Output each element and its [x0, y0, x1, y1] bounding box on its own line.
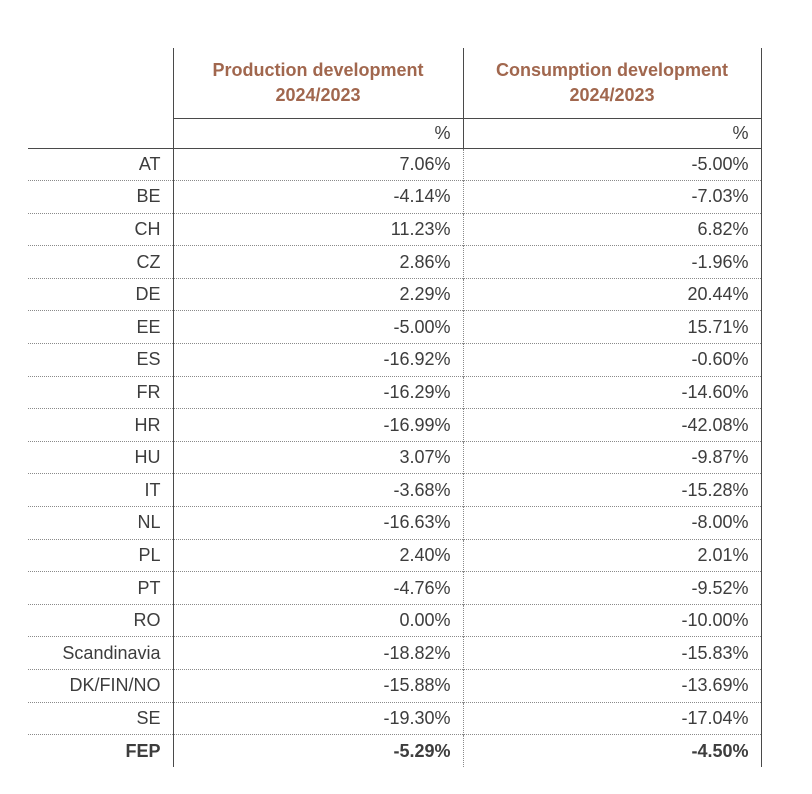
production-value: -16.92% — [172, 343, 463, 377]
row-label: AT — [138, 153, 161, 174]
row-label: HU — [28, 440, 173, 474]
unit-label-spacer — [28, 118, 173, 149]
table-row: PL 2.40% 2.01% — [28, 538, 762, 572]
table-row: FEP -5.29% -4.50% — [28, 734, 762, 768]
row-label: RO — [28, 603, 173, 637]
table-row: RO 0.00% -10.00% — [28, 603, 762, 637]
row-label: IT — [28, 473, 173, 507]
table-row: NL -16.63% -8.00% — [28, 506, 762, 540]
consumption-value: -15.28% — [462, 473, 762, 507]
development-table: Production development 2024/2023 Consump… — [28, 48, 762, 768]
consumption-value: -9.52% — [462, 571, 762, 605]
table-row: SE -19.30% -17.04% — [28, 701, 762, 735]
production-value: -15.88% — [172, 669, 463, 703]
consumption-value: -7.03% — [462, 180, 762, 214]
row-label: DE — [28, 277, 173, 311]
consumption-value: 15.71% — [462, 310, 762, 344]
row-label: CZ — [28, 245, 173, 279]
row-label: PT — [28, 571, 173, 605]
table-row: HU 3.07% -9.87% — [28, 440, 762, 474]
table-row: ES -16.92% -0.60% — [28, 343, 762, 377]
row-label: ES — [28, 343, 173, 377]
consumption-value: -10.00% — [462, 603, 762, 637]
row-label: FEP — [28, 734, 173, 768]
production-value: -16.29% — [172, 375, 463, 409]
row-label: BE — [28, 180, 173, 214]
table-row: CZ 2.86% -1.96% — [28, 245, 762, 279]
consumption-value: -13.69% — [462, 669, 762, 703]
production-value: 0.00% — [172, 603, 463, 637]
production-value: 2.86% — [172, 245, 463, 279]
table-row: CH 11.23% 6.82% — [28, 212, 762, 246]
production-value: -5.29% — [172, 734, 463, 768]
consumption-value: -42.08% — [462, 408, 762, 442]
table-row: HR -16.99% -42.08% — [28, 408, 762, 442]
row-label: NL — [28, 506, 173, 540]
table-row: IT -3.68% -15.28% — [28, 473, 762, 507]
production-unit-label: % — [172, 118, 463, 149]
production-value: -16.63% — [172, 506, 463, 540]
consumption-value: 20.44% — [462, 277, 762, 311]
production-value: -19.30% — [172, 701, 463, 735]
row-label: FR — [28, 375, 173, 409]
table-row: Scandinavia -18.82% -15.83% — [28, 636, 762, 670]
production-value: -16.99% — [172, 408, 463, 442]
consumption-value: -1.96% — [462, 245, 762, 279]
row-label: HR — [28, 408, 173, 442]
consumption-value: 2.01% — [462, 538, 762, 572]
consumption-value: -14.60% — [462, 375, 762, 409]
table-row: FR -16.29% -14.60% — [28, 375, 762, 409]
row-label: EE — [28, 310, 173, 344]
consumption-value: -9.87% — [462, 440, 762, 474]
table-row: DE 2.29% 20.44% — [28, 277, 762, 311]
consumption-value: -4.50% — [462, 734, 762, 768]
production-value: 2.29% — [172, 277, 463, 311]
table-header: Production development 2024/2023 Consump… — [28, 48, 762, 149]
consumption-value: -17.04% — [462, 701, 762, 735]
table-row: AT 7.06% -5.00% — [28, 148, 762, 181]
row-label: DK/FIN/NO — [28, 669, 173, 703]
production-value: -4.76% — [172, 571, 463, 605]
row-label: SE — [28, 701, 173, 735]
table-body: AT 7.06% -5.00% BE -4.14% -7.03% CH 11.23% 6.82%… — [28, 148, 762, 768]
consumption-value: 6.82% — [462, 212, 762, 246]
table-row: DK/FIN/NO -15.88% -13.69% — [28, 669, 762, 703]
consumption-value: -8.00% — [462, 506, 762, 540]
production-value: 2.40% — [172, 538, 463, 572]
production-value: -3.68% — [172, 473, 463, 507]
row-label: PL — [28, 538, 173, 572]
consumption-value: -0.60% — [462, 343, 762, 377]
row-label: CH — [28, 212, 173, 246]
production-value: -5.00% — [172, 310, 463, 344]
consumption-value: -15.83% — [462, 636, 762, 670]
production-development-header: Production development 2024/2023 — [172, 48, 463, 119]
table-row: PT -4.76% -9.52% — [28, 571, 762, 605]
header-label-spacer — [28, 48, 173, 118]
table-row: BE -4.14% -7.03% — [28, 180, 762, 214]
production-value: 11.23% — [172, 212, 463, 246]
row-label: Scandinavia — [28, 636, 173, 670]
unit-row: % % — [28, 118, 762, 149]
production-value: 7.06% — [172, 148, 463, 181]
production-value: 3.07% — [172, 440, 463, 474]
table-row: EE -5.00% 15.71% — [28, 310, 762, 344]
consumption-unit-label: % — [462, 118, 762, 149]
production-value: -18.82% — [172, 636, 463, 670]
production-value: -4.14% — [172, 180, 463, 214]
header-row: Production development 2024/2023 Consump… — [28, 48, 762, 119]
consumption-development-header: Consumption development 2024/2023 — [462, 48, 762, 119]
consumption-value: -5.00% — [462, 148, 762, 181]
